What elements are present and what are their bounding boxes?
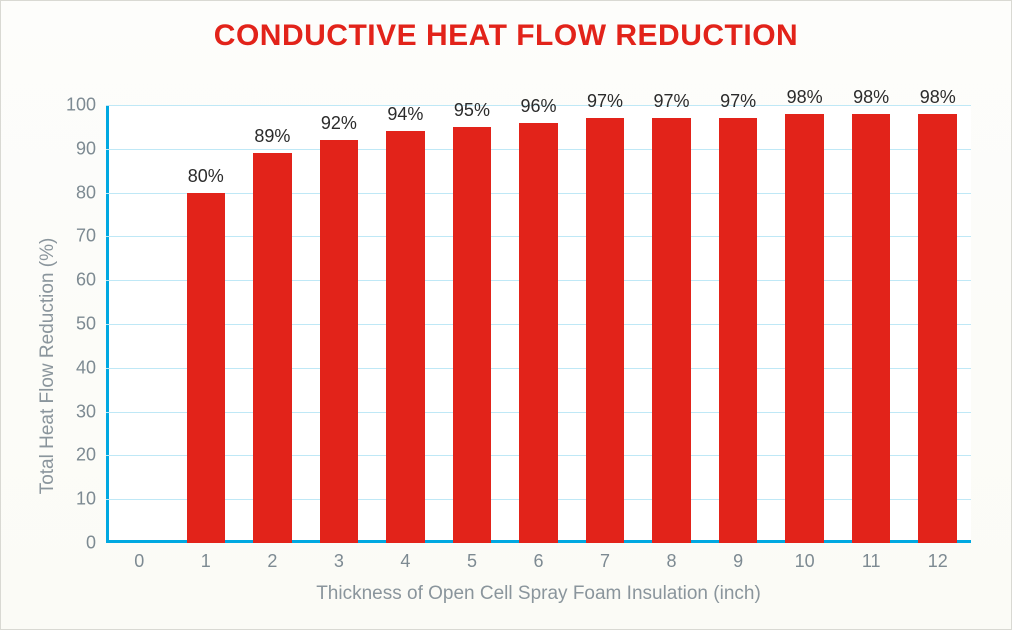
plot-area: 01020304050607080901000180%289%392%494%5… bbox=[106, 105, 971, 543]
x-axis-title: Thickness of Open Cell Spray Foam Insula… bbox=[316, 583, 761, 605]
bar-value-label: 92% bbox=[321, 113, 357, 140]
bar: 97% bbox=[652, 118, 691, 543]
bar-value-label: 98% bbox=[920, 87, 956, 114]
bar: 98% bbox=[785, 114, 824, 543]
bar-value-label: 98% bbox=[853, 87, 889, 114]
chart-card: CONDUCTIVE HEAT FLOW REDUCTION Total Hea… bbox=[0, 0, 1012, 630]
bar: 80% bbox=[187, 193, 226, 543]
y-tick-label: 90 bbox=[76, 138, 106, 159]
y-tick-label: 20 bbox=[76, 445, 106, 466]
bar-value-label: 98% bbox=[787, 87, 823, 114]
x-tick-label: 2 bbox=[267, 543, 277, 572]
x-tick-label: 5 bbox=[467, 543, 477, 572]
y-tick-label: 0 bbox=[86, 533, 106, 554]
x-tick-label: 12 bbox=[928, 543, 948, 572]
x-tick-label: 9 bbox=[733, 543, 743, 572]
x-tick-label: 7 bbox=[600, 543, 610, 572]
bar: 97% bbox=[586, 118, 625, 543]
bar: 98% bbox=[918, 114, 957, 543]
bar-value-label: 97% bbox=[720, 91, 756, 118]
bar-value-label: 94% bbox=[387, 104, 423, 131]
bar: 92% bbox=[320, 140, 359, 543]
x-tick-label: 4 bbox=[400, 543, 410, 572]
y-tick-label: 70 bbox=[76, 226, 106, 247]
bar: 95% bbox=[453, 127, 492, 543]
bar: 89% bbox=[253, 153, 292, 543]
bar: 98% bbox=[852, 114, 891, 543]
bar-value-label: 97% bbox=[654, 91, 690, 118]
bar: 96% bbox=[519, 123, 558, 543]
x-tick-label: 8 bbox=[667, 543, 677, 572]
x-tick-label: 10 bbox=[795, 543, 815, 572]
bar: 94% bbox=[386, 131, 425, 543]
y-tick-label: 30 bbox=[76, 401, 106, 422]
chart-title: CONDUCTIVE HEAT FLOW REDUCTION bbox=[25, 19, 987, 53]
bar-value-label: 89% bbox=[254, 126, 290, 153]
x-tick-label: 1 bbox=[201, 543, 211, 572]
bar: 97% bbox=[719, 118, 758, 543]
bar-value-label: 97% bbox=[587, 91, 623, 118]
y-tick-label: 100 bbox=[66, 95, 106, 116]
bar-value-label: 96% bbox=[520, 96, 556, 123]
y-tick-label: 80 bbox=[76, 182, 106, 203]
y-tick-label: 10 bbox=[76, 489, 106, 510]
y-axis-title: Total Heat Flow Reduction (%) bbox=[37, 238, 59, 495]
bar-value-label: 80% bbox=[188, 166, 224, 193]
x-tick-label: 6 bbox=[533, 543, 543, 572]
bar-value-label: 95% bbox=[454, 100, 490, 127]
chart-area: Total Heat Flow Reduction (%) 0102030405… bbox=[26, 63, 986, 611]
x-tick-label: 3 bbox=[334, 543, 344, 572]
y-tick-label: 50 bbox=[76, 314, 106, 335]
y-tick-label: 40 bbox=[76, 357, 106, 378]
x-tick-label: 0 bbox=[134, 543, 144, 572]
x-tick-label: 11 bbox=[862, 543, 881, 572]
y-tick-label: 60 bbox=[76, 270, 106, 291]
